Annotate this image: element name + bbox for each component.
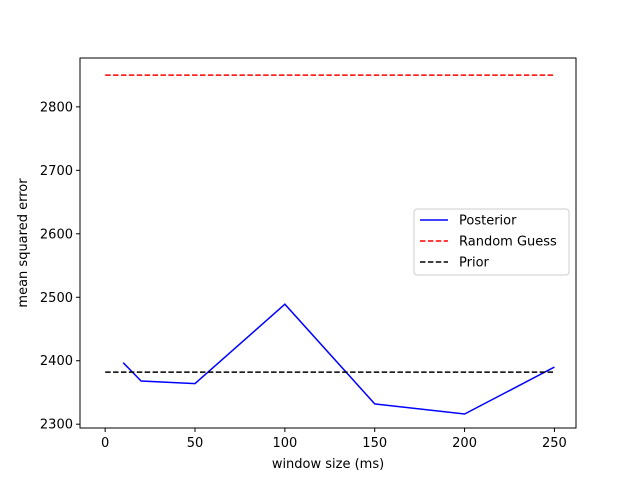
y-tick-label: 2300 (40, 418, 73, 433)
legend: Posterior Random Guess Prior (413, 208, 570, 276)
y-tick-label: 2500 (40, 291, 73, 306)
legend-label-0: Posterior (459, 214, 517, 229)
plot-area (105, 74, 555, 415)
y-tick-label: 2400 (40, 354, 73, 369)
legend-label-2: Prior (459, 256, 490, 271)
y-axis: 2300 2400 2500 2600 2700 2800 (40, 100, 80, 433)
legend-label-1: Random Guess (459, 235, 557, 250)
plot-frame (79, 57, 577, 429)
x-tick-label: 50 (187, 436, 204, 451)
x-tick-label: 250 (542, 436, 567, 451)
x-axis: 0 50 100 150 200 250 (101, 428, 567, 451)
series-line-0 (122, 303, 555, 415)
legend-box (413, 208, 570, 276)
y-tick-label: 2800 (40, 100, 73, 115)
x-tick-label: 200 (452, 436, 477, 451)
y-tick-label: 2700 (40, 164, 73, 179)
y-axis-label: mean squared error (16, 178, 31, 308)
y-tick-label: 2600 (40, 227, 73, 242)
x-tick-label: 100 (272, 436, 297, 451)
x-tick-label: 0 (101, 436, 109, 451)
x-axis-label: window size (ms) (272, 457, 384, 472)
x-tick-label: 150 (362, 436, 387, 451)
